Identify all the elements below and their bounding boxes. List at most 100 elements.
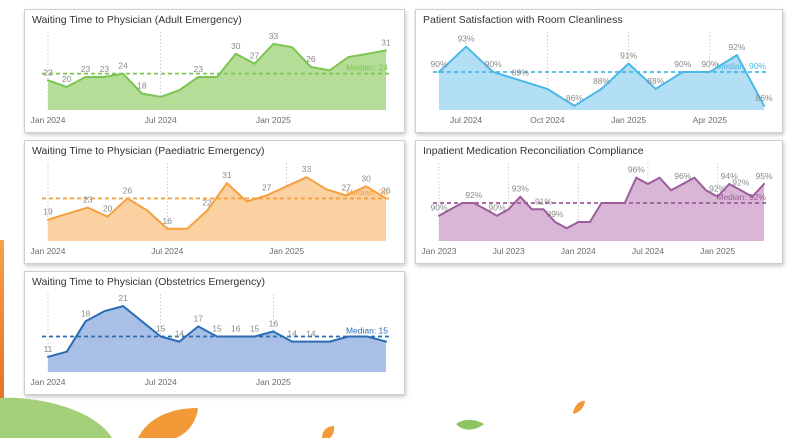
data-label: 86% <box>755 93 772 103</box>
data-label: 23 <box>83 195 93 205</box>
data-label: 90% <box>430 203 447 213</box>
data-label: 90% <box>701 59 718 69</box>
data-label: 27 <box>262 182 272 192</box>
chart-panel-room-cleanliness: Patient Satisfaction with Room Cleanline… <box>415 9 783 133</box>
data-point <box>347 56 350 59</box>
data-label: 91% <box>620 51 637 61</box>
data-label: 14 <box>175 329 185 339</box>
data-point <box>65 350 68 353</box>
data-label: 17 <box>193 313 203 323</box>
data-point <box>385 49 387 52</box>
x-tick-label: Jan 2024 <box>561 246 596 256</box>
data-label: 92% <box>732 177 749 187</box>
data-label: 91% <box>535 196 552 206</box>
data-label: 33 <box>302 164 312 174</box>
data-label: 26 <box>123 185 133 195</box>
data-point <box>234 52 237 55</box>
data-point <box>305 176 308 179</box>
data-label: 27 <box>342 182 352 192</box>
median-label: Median: 15 <box>346 326 388 336</box>
data-label: 93% <box>458 34 475 44</box>
median-label: Median: 90% <box>716 61 766 71</box>
data-point <box>763 183 765 185</box>
chart-title: Waiting Time to Physician (Obstetrics Em… <box>32 276 266 288</box>
data-label: 16 <box>231 324 241 334</box>
orange-leaf-small <box>322 426 335 438</box>
green-leaf-small <box>456 419 484 430</box>
data-label: 15 <box>250 324 260 334</box>
x-tick-label: Apr 2025 <box>693 115 728 125</box>
data-label: 15 <box>156 324 166 334</box>
series-area-fill <box>48 43 386 110</box>
data-point <box>681 71 684 73</box>
data-label: 21 <box>118 293 128 303</box>
data-point <box>328 340 331 343</box>
orange-leaf <box>138 408 198 438</box>
data-point <box>106 215 109 218</box>
data-label: 31 <box>222 170 232 180</box>
green-leaf-large <box>0 397 112 438</box>
data-point <box>627 62 630 65</box>
series-area-fill <box>48 177 386 241</box>
data-point <box>166 227 169 230</box>
data-point <box>716 195 719 198</box>
data-point <box>693 176 696 179</box>
data-point <box>554 221 556 223</box>
data-label: 95% <box>755 171 772 181</box>
data-point <box>546 87 549 90</box>
data-label: 26 <box>381 185 391 195</box>
data-label: 89% <box>512 67 529 77</box>
data-label: 86% <box>566 93 583 103</box>
chart-panel-medication-reconciliation: Inpatient Medication Reconciliation Comp… <box>415 140 783 264</box>
data-point <box>542 208 545 211</box>
data-point <box>385 340 387 343</box>
data-point <box>681 183 684 185</box>
data-point <box>519 195 522 198</box>
data-label: 90% <box>674 59 691 69</box>
data-point <box>658 176 661 179</box>
series-area-fill <box>439 46 764 110</box>
data-point <box>670 189 673 192</box>
data-label: 26 <box>306 54 316 64</box>
data-point <box>253 62 256 65</box>
data-point <box>739 189 742 192</box>
x-tick-label: Jul 2024 <box>450 115 482 125</box>
x-tick-label: Jul 2024 <box>145 115 177 125</box>
chart-panel-obstetrics-emergency: Waiting Time to Physician (Obstetrics Em… <box>24 271 405 395</box>
data-label: 20 <box>103 204 113 214</box>
data-point <box>635 176 638 179</box>
data-label: 14 <box>287 329 297 339</box>
chart-panel-paediatric-emergency: Waiting Time to Physician (Paediatric Em… <box>24 140 405 264</box>
data-point <box>496 214 498 217</box>
x-tick-label: Jan 2024 <box>31 115 66 125</box>
data-point <box>472 202 475 204</box>
data-point <box>577 221 580 223</box>
data-point <box>146 209 149 212</box>
x-tick-label: Jul 2023 <box>493 246 525 256</box>
data-point <box>438 71 440 73</box>
x-tick-label: Jan 2025 <box>700 246 735 256</box>
data-label: 94% <box>721 171 738 181</box>
data-label: 96% <box>674 171 691 181</box>
data-point <box>216 76 218 78</box>
data-label: 11 <box>44 344 53 354</box>
orange-edge-bar <box>0 240 4 400</box>
orange-leaf-tiny <box>573 400 585 414</box>
chart-area-medication: Median: 92%90%92%90%93%91%89%96%96%92%94… <box>422 163 773 256</box>
median-label: Median: 92% <box>716 192 766 202</box>
data-point <box>438 214 440 217</box>
x-tick-label: Jan 2025 <box>256 115 291 125</box>
data-label: 14 <box>306 329 316 339</box>
data-point <box>345 194 348 197</box>
data-point <box>66 212 69 215</box>
data-label: 22 <box>202 198 212 208</box>
data-point <box>465 45 467 48</box>
chart-area-cleanliness: Median: 90%90%93%90%89%86%88%91%88%90% 90… <box>430 32 773 125</box>
data-point <box>647 183 649 185</box>
data-point <box>84 320 87 323</box>
data-point <box>103 310 106 313</box>
median-label: Median: 24 <box>346 63 388 73</box>
data-point <box>654 87 657 90</box>
data-label: 23 <box>81 64 91 74</box>
